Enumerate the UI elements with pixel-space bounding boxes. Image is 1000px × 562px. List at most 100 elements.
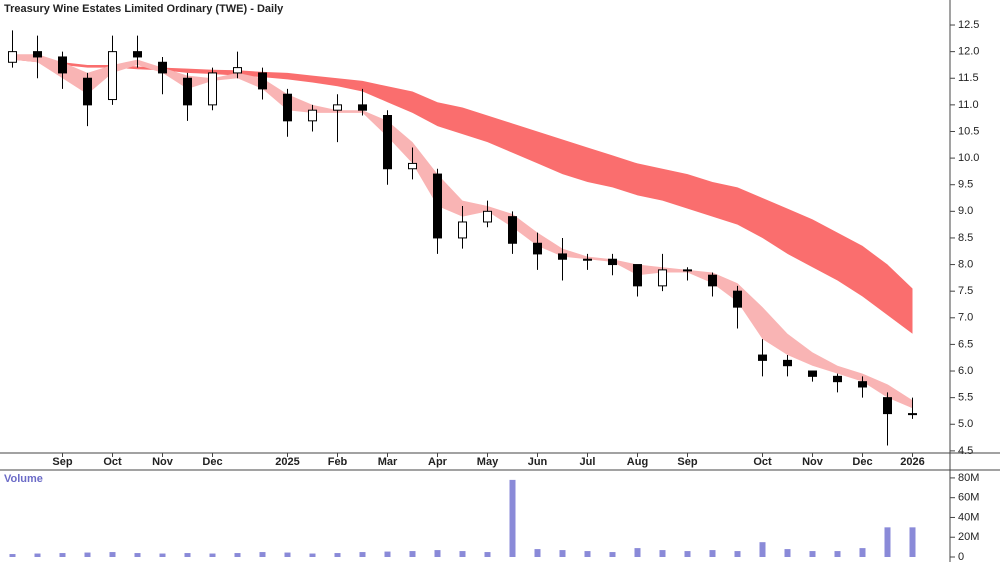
candle-body bbox=[533, 242, 542, 255]
candle-body bbox=[708, 274, 717, 287]
volume-bar bbox=[559, 550, 566, 557]
volume-bar bbox=[834, 551, 841, 557]
volume-bar bbox=[684, 551, 691, 557]
y-tick-label: 7.0 bbox=[958, 312, 973, 324]
y-tick-label: 12.5 bbox=[958, 19, 979, 31]
volume-bar bbox=[109, 552, 116, 557]
candle-body bbox=[508, 216, 517, 244]
x-tick-label: Jul bbox=[580, 456, 596, 468]
volume-bar bbox=[184, 553, 191, 557]
candle-body bbox=[483, 210, 492, 223]
y-tick-label: 60M bbox=[958, 492, 979, 504]
candle-body bbox=[733, 290, 742, 308]
x-tick-label: Apr bbox=[428, 456, 448, 468]
y-tick-label: 8.5 bbox=[958, 232, 973, 244]
y-tick-label: 9.0 bbox=[958, 205, 973, 217]
volume-bar bbox=[234, 553, 241, 557]
candle-body bbox=[908, 413, 917, 416]
y-tick-label: 8.0 bbox=[958, 258, 973, 270]
volume-bar bbox=[159, 553, 166, 557]
y-tick-label: 9.5 bbox=[958, 179, 973, 191]
x-tick-label: 2026 bbox=[900, 456, 924, 468]
y-tick-label: 4.5 bbox=[958, 445, 973, 457]
volume-title: Volume bbox=[4, 473, 43, 485]
chart-title: Treasury Wine Estates Limited Ordinary (… bbox=[4, 3, 284, 15]
volume-bar bbox=[584, 551, 591, 557]
ma-band bbox=[12, 56, 913, 334]
volume-bar bbox=[209, 553, 216, 557]
x-tick-label: Dec bbox=[202, 456, 222, 468]
x-tick-label: Aug bbox=[627, 456, 648, 468]
candle-body bbox=[758, 354, 767, 361]
x-tick-label: Oct bbox=[103, 456, 122, 468]
candle-body bbox=[808, 370, 817, 377]
volume-bar bbox=[309, 553, 316, 557]
x-tick-label: Dec bbox=[852, 456, 872, 468]
candle-body bbox=[633, 264, 642, 287]
volume-bar bbox=[909, 527, 916, 557]
candle-body bbox=[833, 375, 842, 383]
volume-bar bbox=[709, 550, 716, 557]
volume-bar bbox=[9, 554, 16, 557]
volume-bar bbox=[634, 548, 641, 557]
y-tick-label: 11.5 bbox=[958, 72, 979, 84]
candle-body bbox=[883, 397, 892, 415]
volume-bar bbox=[259, 552, 266, 557]
y-tick-label: 10.0 bbox=[958, 152, 979, 164]
y-tick-label: 6.5 bbox=[958, 338, 973, 350]
volume-bar bbox=[284, 552, 291, 557]
candle-body bbox=[558, 253, 567, 260]
volume-bar bbox=[459, 551, 466, 557]
candle-body bbox=[308, 109, 317, 122]
y-tick-label: 80M bbox=[958, 472, 979, 484]
volume-bar bbox=[659, 550, 666, 557]
volume-bar bbox=[409, 551, 416, 557]
candle-body bbox=[83, 77, 92, 106]
candle-body bbox=[183, 77, 192, 106]
x-tick-label: Sep bbox=[52, 456, 72, 468]
volume-bar bbox=[84, 552, 91, 557]
x-tick-label: 2025 bbox=[275, 456, 299, 468]
y-tick-label: 12.0 bbox=[958, 46, 979, 58]
candle-body bbox=[233, 67, 242, 74]
volume-bar bbox=[509, 479, 516, 557]
candle-body bbox=[358, 104, 367, 111]
candle-body bbox=[658, 269, 667, 287]
candle-body bbox=[583, 258, 592, 261]
candle-body bbox=[133, 51, 142, 58]
x-tick-label: Sep bbox=[677, 456, 697, 468]
candle-body bbox=[458, 221, 467, 239]
candle-body bbox=[208, 72, 217, 106]
candle-body bbox=[33, 51, 42, 58]
volume-bar bbox=[359, 552, 366, 557]
x-tick-label: Jun bbox=[528, 456, 548, 468]
volume-bar bbox=[734, 551, 741, 557]
candle-body bbox=[108, 51, 117, 101]
x-tick-label: Nov bbox=[802, 456, 824, 468]
volume-bar bbox=[534, 549, 541, 557]
y-tick-label: 40M bbox=[958, 511, 979, 523]
candle-body bbox=[383, 115, 392, 170]
y-tick-label: 10.5 bbox=[958, 125, 979, 137]
x-tick-label: Feb bbox=[328, 456, 348, 468]
candle-body bbox=[283, 93, 292, 122]
volume-bar bbox=[384, 551, 391, 557]
volume-bar bbox=[759, 542, 766, 557]
y-tick-label: 11.0 bbox=[958, 99, 979, 111]
volume-bar bbox=[859, 548, 866, 557]
volume-bar bbox=[609, 552, 616, 557]
candle-body bbox=[608, 258, 617, 266]
candle-body bbox=[8, 51, 17, 63]
volume-bar bbox=[484, 552, 491, 557]
x-tick-label: Mar bbox=[378, 456, 398, 468]
candle-body bbox=[158, 61, 167, 74]
y-tick-label: 6.0 bbox=[958, 365, 973, 377]
y-tick-label: 5.5 bbox=[958, 392, 973, 404]
candle-body bbox=[433, 173, 442, 239]
volume-bar bbox=[334, 553, 341, 557]
volume-bar bbox=[134, 553, 141, 557]
candle-body bbox=[408, 162, 417, 170]
candle-body bbox=[783, 359, 792, 367]
candle-body bbox=[858, 381, 867, 388]
volume-bar bbox=[59, 553, 66, 557]
